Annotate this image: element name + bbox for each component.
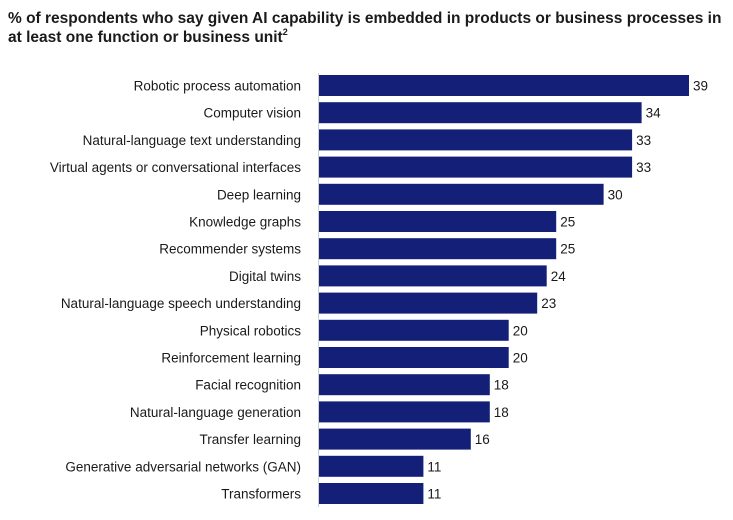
bar xyxy=(319,75,689,96)
bar xyxy=(319,129,633,151)
value-label: 25 xyxy=(560,242,575,257)
value-label: 18 xyxy=(494,378,509,393)
bar xyxy=(319,428,471,450)
category-label: Deep learning xyxy=(217,187,301,202)
value-label: 18 xyxy=(494,405,509,420)
bar xyxy=(319,455,424,477)
category-label: Natural-language generation xyxy=(130,405,301,420)
title-footnote-marker: 2 xyxy=(282,26,288,37)
category-label: Physical robotics xyxy=(200,323,302,338)
value-label: 23 xyxy=(541,296,556,311)
category-label: Transfer learning xyxy=(199,432,301,447)
bar xyxy=(319,183,604,205)
category-label: Reinforcement learning xyxy=(161,351,301,366)
chart-title: % of respondents who say given AI capabi… xyxy=(8,9,723,47)
category-label: Knowledge graphs xyxy=(189,215,301,230)
bar xyxy=(319,401,490,423)
bar xyxy=(319,102,642,124)
category-label: Digital twins xyxy=(229,269,301,284)
value-label: 20 xyxy=(513,323,528,338)
category-label: Facial recognition xyxy=(195,378,301,393)
category-label: Virtual agents or conversational interfa… xyxy=(50,160,301,175)
bar xyxy=(319,265,547,287)
value-label: 25 xyxy=(560,215,575,230)
value-label: 39 xyxy=(693,79,708,94)
category-label: Robotic process automation xyxy=(134,79,301,94)
bar xyxy=(319,483,424,504)
bar xyxy=(319,292,538,314)
bar xyxy=(319,211,557,232)
category-label: Transformers xyxy=(221,487,301,502)
value-label: 11 xyxy=(427,459,441,474)
value-label: 33 xyxy=(636,133,651,148)
bar xyxy=(319,319,509,341)
value-label: 24 xyxy=(551,269,567,284)
value-label: 33 xyxy=(636,160,651,175)
category-label: Natural-language speech understanding xyxy=(61,296,301,311)
bar xyxy=(319,347,509,368)
bar xyxy=(319,238,557,260)
value-label: 20 xyxy=(513,351,528,366)
category-label: Natural-language text understanding xyxy=(83,133,301,148)
chart-marks: Robotic process automation 39 Computer vis… xyxy=(50,75,708,504)
bar xyxy=(319,156,633,178)
chart-title-text: % of respondents who say given AI capabi… xyxy=(8,10,722,46)
value-label: 34 xyxy=(646,106,662,121)
bar xyxy=(319,374,490,396)
category-label: Generative adversarial networks (GAN) xyxy=(65,459,301,474)
category-label: Recommender systems xyxy=(159,242,301,257)
value-label: 16 xyxy=(475,432,490,447)
value-label: 30 xyxy=(608,187,623,202)
value-label: 11 xyxy=(427,487,441,502)
category-label: Computer vision xyxy=(203,106,301,121)
